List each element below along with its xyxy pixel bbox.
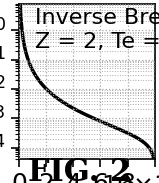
Text: Inverse Brehmsstrahlung Absorption Length
Z = 2, Te = 10eV: Inverse Brehmsstrahlung Absorption Lengt… (35, 8, 159, 52)
Text: FIG. 2: FIG. 2 (28, 156, 131, 183)
